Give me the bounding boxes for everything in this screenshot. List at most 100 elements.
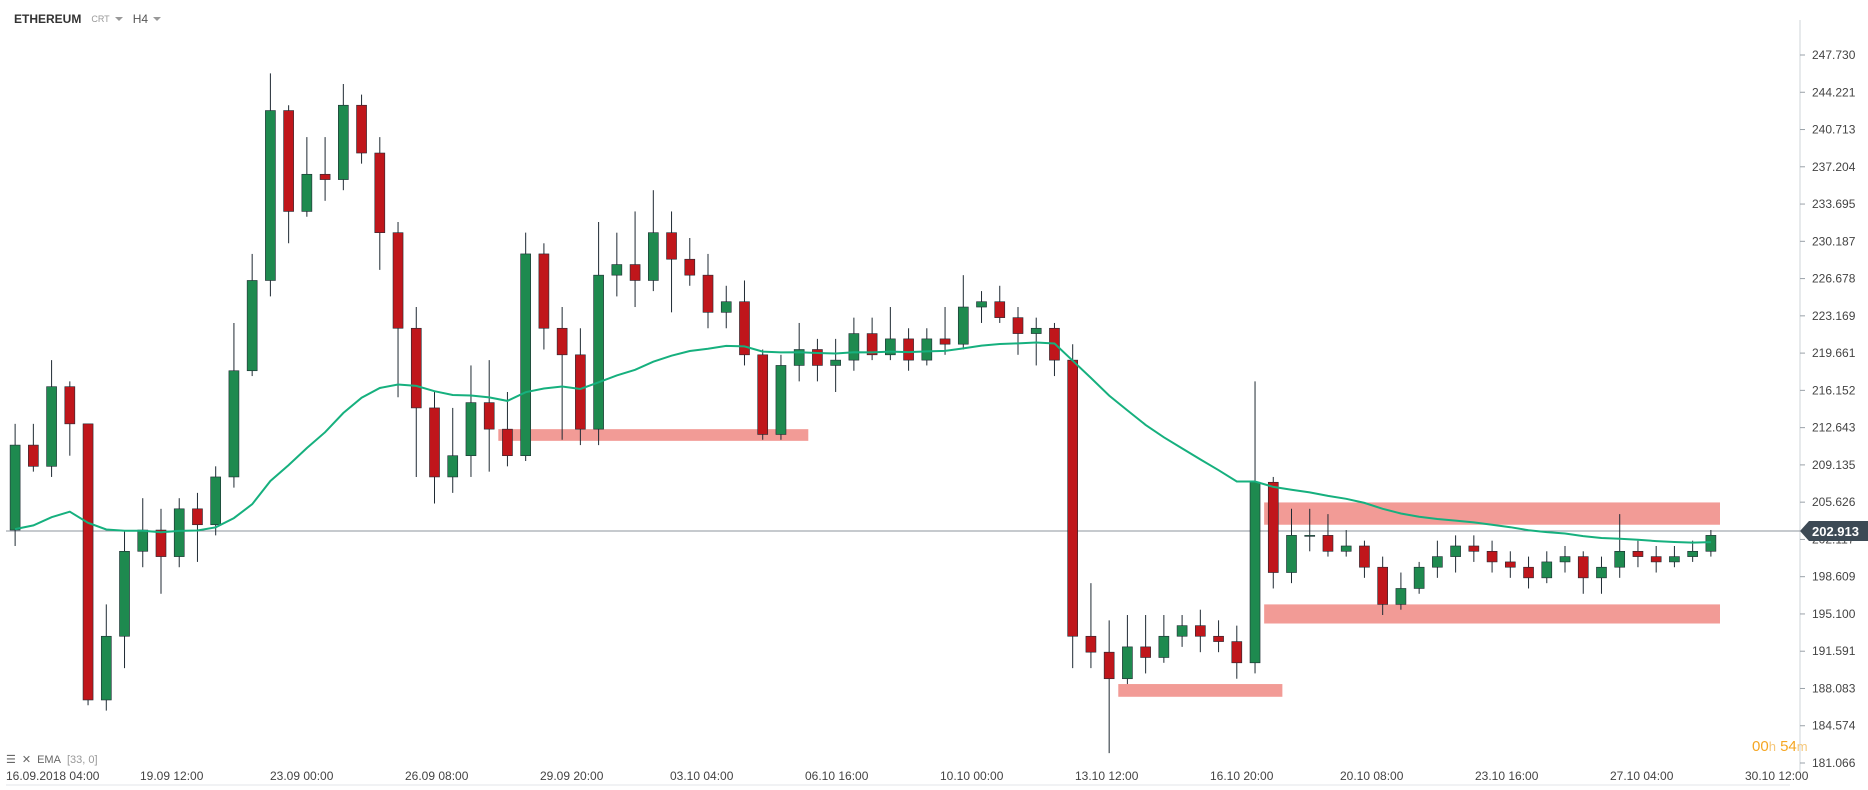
candle — [1012, 317, 1024, 334]
x-tick-label: 16.10 20:00 — [1210, 769, 1274, 783]
candle — [1249, 481, 1261, 664]
x-tick-label: 20.10 08:00 — [1340, 769, 1404, 783]
candle — [702, 274, 714, 313]
candle — [210, 476, 222, 526]
candle — [775, 365, 787, 435]
candle — [1085, 635, 1097, 653]
timeframe-selector[interactable]: H4 — [132, 12, 149, 26]
x-tick-label: 30.10 12:00 — [1745, 769, 1809, 783]
candle — [1504, 561, 1516, 568]
x-tick-label: 06.10 16:00 — [805, 769, 869, 783]
candle — [429, 407, 440, 478]
y-tick-label: 219.661 — [1812, 346, 1856, 360]
x-tick-label: 29.09 20:00 — [540, 769, 604, 783]
candle — [1158, 635, 1170, 658]
candle — [483, 402, 495, 430]
candle — [720, 301, 732, 313]
chevron-down-icon[interactable] — [153, 17, 162, 21]
candle — [1577, 556, 1589, 579]
candle — [1122, 646, 1133, 680]
candle — [939, 338, 951, 345]
candle — [830, 359, 841, 366]
x-tick-label: 23.10 16:00 — [1475, 769, 1539, 783]
x-tick-label: 13.10 12:00 — [1075, 769, 1139, 783]
candle — [155, 529, 167, 557]
candle — [319, 173, 331, 180]
support-resistance-zone — [498, 429, 809, 441]
x-tick-label: 19.09 12:00 — [140, 769, 204, 783]
candle — [502, 428, 513, 457]
candle — [1195, 625, 1206, 637]
candle — [757, 354, 769, 435]
y-tick-label: 195.100 — [1812, 607, 1856, 621]
candle — [629, 264, 641, 281]
candle — [793, 349, 805, 366]
candle — [1103, 651, 1115, 680]
candle — [666, 232, 677, 260]
close-icon[interactable]: ✕ — [21, 754, 32, 766]
support-resistance-zone — [1264, 604, 1720, 624]
candle — [1541, 561, 1553, 579]
candle — [739, 301, 750, 356]
timer-minutes-unit: m — [1796, 739, 1808, 754]
candle — [976, 301, 987, 308]
candle — [119, 550, 130, 637]
y-tick-label: 212.643 — [1812, 421, 1856, 435]
current-price-tag: 202.913 — [1800, 520, 1868, 541]
candle-timer: 00h 54m — [1752, 738, 1808, 755]
candle — [520, 253, 531, 457]
indicator-name: EMA — [37, 753, 61, 766]
candle — [283, 110, 294, 212]
support-resistance-zone — [1118, 684, 1283, 697]
candle — [957, 306, 969, 345]
x-tick-label: 27.10 04:00 — [1610, 769, 1674, 783]
candle — [1067, 359, 1079, 637]
candle — [301, 173, 313, 212]
chart-type-selector[interactable]: CRT — [91, 14, 110, 24]
candle — [921, 338, 933, 361]
candle — [1213, 635, 1224, 642]
candle — [1322, 535, 1334, 552]
y-tick-label: 205.626 — [1812, 495, 1856, 509]
candle — [192, 508, 203, 526]
y-tick-label: 233.695 — [1812, 197, 1856, 211]
y-tick-label: 184.574 — [1812, 719, 1856, 733]
candle — [447, 455, 459, 478]
y-tick-label: 230.187 — [1812, 234, 1856, 248]
candle — [265, 110, 276, 281]
candle — [228, 370, 240, 478]
candle — [246, 280, 258, 372]
candle — [538, 253, 550, 329]
candle — [173, 508, 185, 557]
candle — [1395, 588, 1407, 605]
chart-toolbar: ETHEREUM CRT H4 — [14, 12, 162, 26]
candle — [465, 402, 477, 457]
candle — [575, 354, 586, 430]
candle — [1523, 566, 1534, 579]
support-resistance-zone — [1264, 502, 1720, 525]
candle — [64, 386, 76, 425]
candle — [1486, 550, 1498, 563]
list-icon[interactable]: ☰ — [6, 754, 16, 766]
x-tick-label: 26.09 08:00 — [405, 769, 469, 783]
candle — [611, 264, 623, 276]
candle — [866, 333, 878, 356]
candle — [1614, 550, 1626, 568]
candle — [1559, 556, 1571, 563]
y-tick-label: 209.135 — [1812, 458, 1856, 472]
y-tick-label: 244.221 — [1812, 85, 1856, 99]
y-tick-label: 191.591 — [1812, 644, 1856, 658]
candle — [1359, 545, 1370, 568]
candle — [1413, 566, 1425, 589]
candle — [1705, 535, 1717, 552]
candle — [1596, 566, 1607, 579]
candle — [46, 386, 57, 467]
candle — [356, 104, 367, 154]
candle — [28, 444, 39, 467]
candle — [1377, 566, 1388, 605]
timer-hours-unit: h — [1768, 739, 1776, 754]
x-tick-label: 16.09.2018 04:00 — [6, 769, 100, 783]
chevron-down-icon[interactable] — [114, 17, 123, 21]
